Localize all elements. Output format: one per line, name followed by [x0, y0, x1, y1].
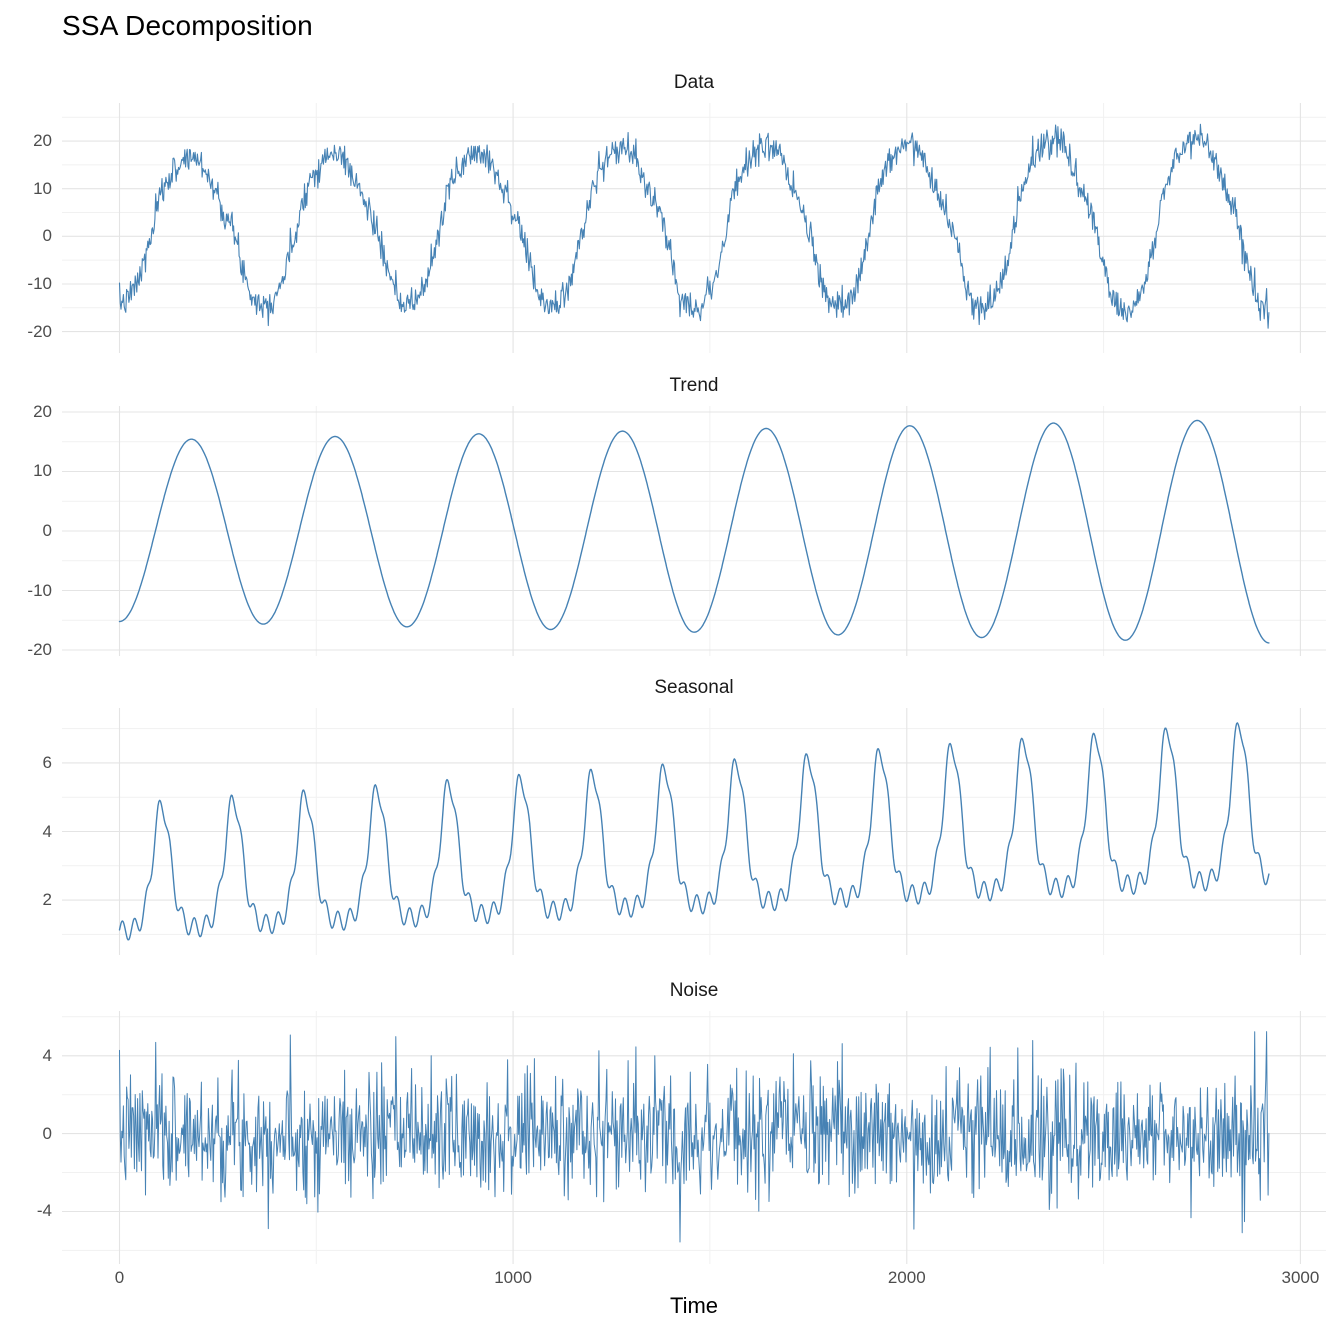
y-tick-label: -20	[27, 640, 52, 660]
y-tick-label: 2	[42, 890, 52, 910]
y-tick-label: 4	[42, 1045, 52, 1065]
y-tick-label: -4	[36, 1201, 52, 1221]
y-tick-label: -20	[27, 321, 52, 341]
y-tick-label: 0	[42, 521, 52, 540]
y-tick-label: -10	[27, 273, 52, 293]
y-tick-label: 6	[42, 752, 52, 772]
series-line-data	[118, 123, 1270, 329]
series-line-seasonal	[118, 722, 1270, 941]
series-line-trend	[118, 419, 1270, 644]
plot-title: SSA Decomposition	[62, 10, 313, 41]
y-tick-label: 10	[33, 461, 52, 481]
panel-title-seasonal: Seasonal	[654, 677, 734, 698]
panel-title-data: Data	[673, 72, 715, 93]
panel-title-noise: Noise	[669, 980, 719, 1001]
y-tick-label: 20	[33, 401, 52, 421]
y-tick-label: 0	[42, 226, 52, 246]
x-tick-label: 3000	[1281, 1268, 1320, 1287]
y-tick-label: -10	[27, 580, 52, 600]
series-line-noise	[119, 1031, 1270, 1243]
y-tick-label: 20	[33, 131, 52, 151]
x-tick-label: 1000	[494, 1268, 533, 1287]
y-tick-label: 4	[42, 821, 52, 841]
x-tick-label: 2000	[887, 1268, 926, 1287]
panel-title-trend: Trend	[669, 375, 719, 396]
x-axis-title: Time	[669, 1293, 719, 1318]
y-tick-label: 0	[42, 1123, 52, 1143]
y-tick-label: 10	[33, 178, 52, 198]
x-tick-label: 0	[114, 1268, 125, 1287]
